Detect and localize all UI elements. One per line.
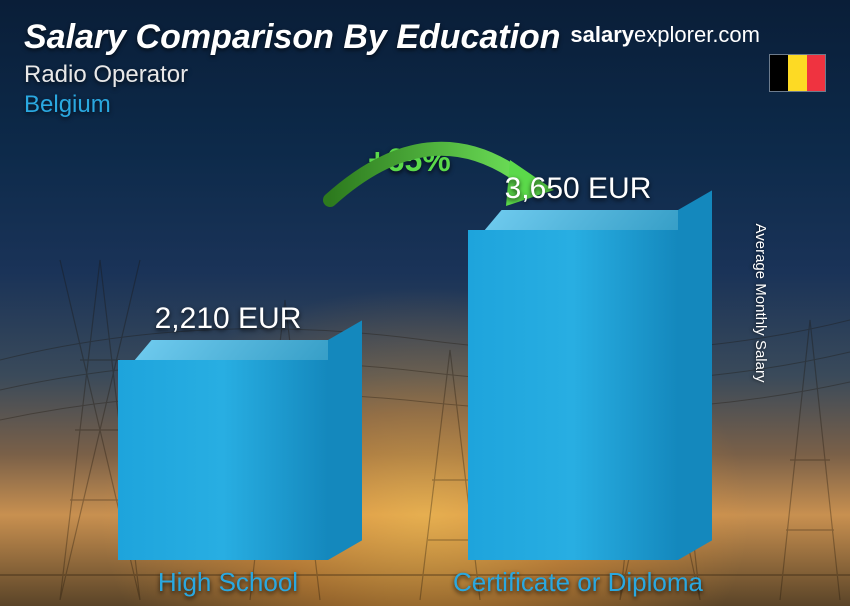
bar-value-2: 3,650 EUR bbox=[448, 172, 708, 206]
category-label-1: High School bbox=[78, 567, 378, 598]
bar-front bbox=[468, 230, 678, 560]
bar-high-school bbox=[118, 360, 328, 560]
bar-value-1: 2,210 EUR bbox=[98, 302, 358, 336]
bar-side bbox=[328, 320, 362, 560]
percent-change-badge: +65% bbox=[368, 142, 451, 179]
bar-certificate-diploma bbox=[468, 230, 678, 560]
bar-side bbox=[678, 190, 712, 560]
bar-front bbox=[118, 360, 328, 560]
salary-bar-chart: +65% 2,210 EUR 3,650 EUR High School Cer… bbox=[0, 0, 850, 606]
category-label-2: Certificate or Diploma bbox=[428, 567, 728, 598]
